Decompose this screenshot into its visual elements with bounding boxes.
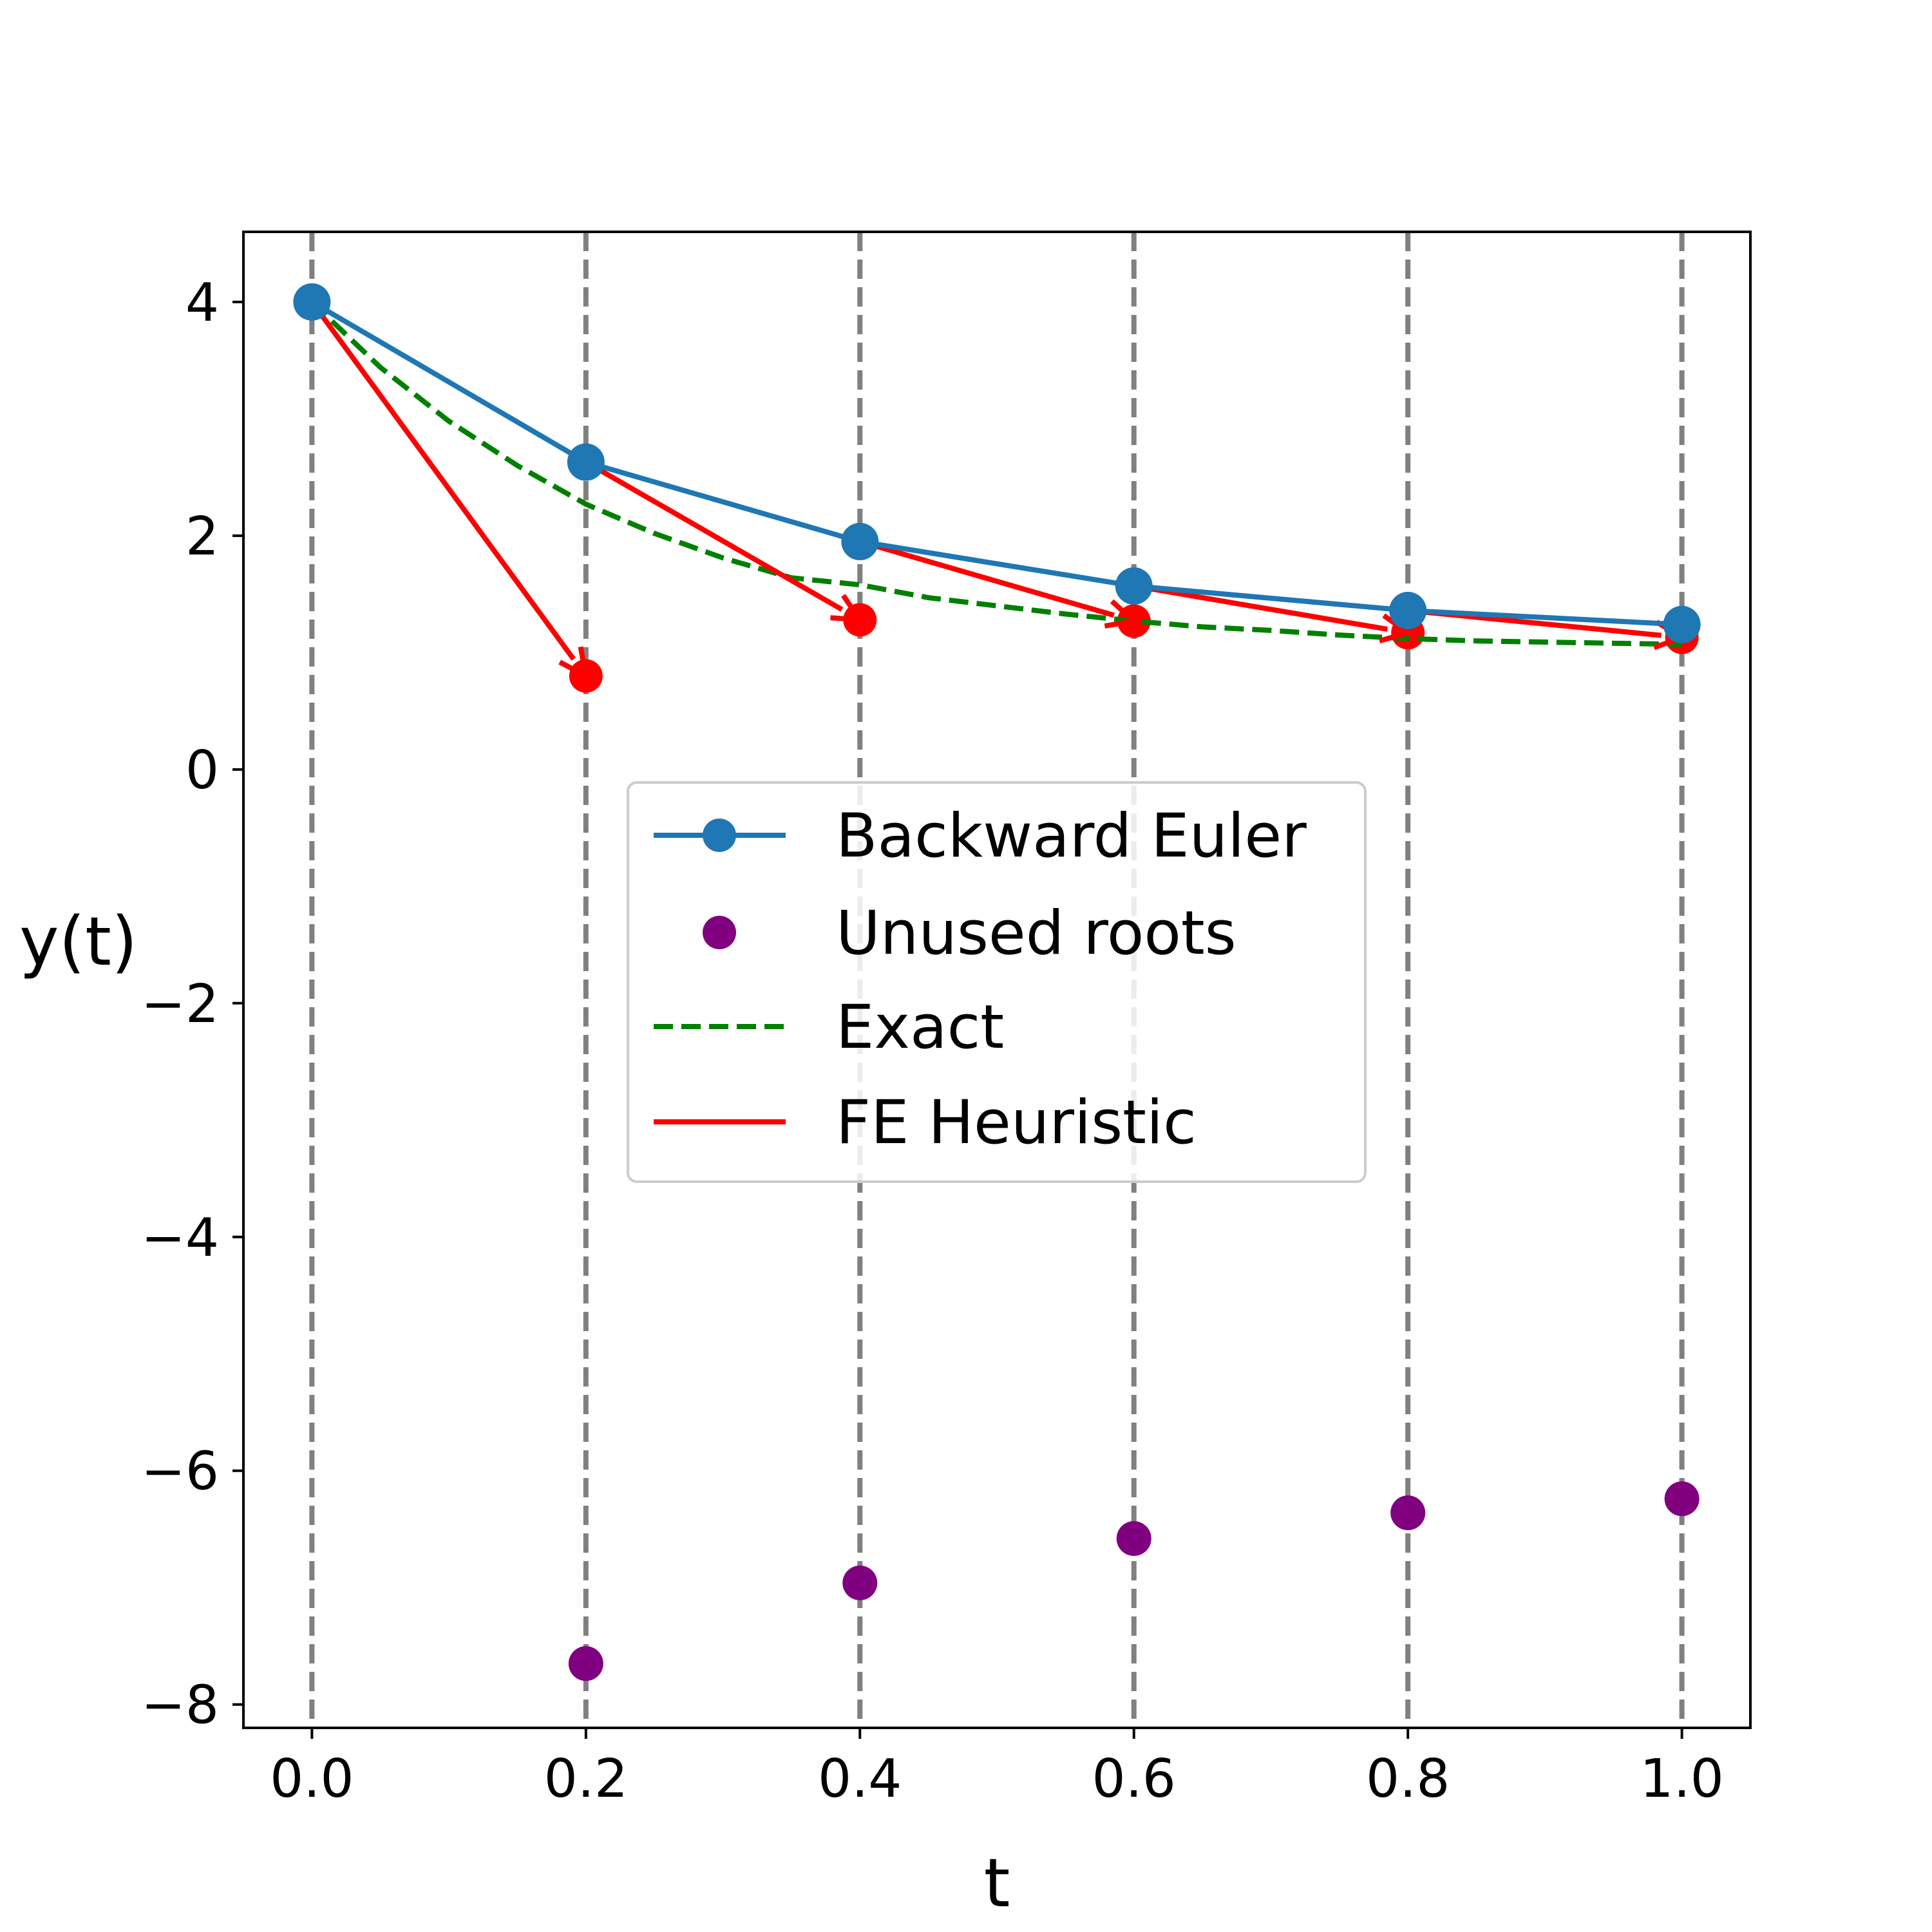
backward-euler-point-1 bbox=[567, 443, 605, 481]
legend: Backward Euler Unused roots Exact FE Heu… bbox=[627, 781, 1367, 1183]
x-tick-label-4: 0.8 bbox=[1366, 1748, 1450, 1810]
legend-entry-exact: Exact bbox=[654, 992, 1004, 1063]
x-axis-ticks: 0.0 0.2 0.4 0.6 0.8 1.0 bbox=[270, 1728, 1724, 1810]
x-tick-label-3: 0.6 bbox=[1092, 1748, 1176, 1810]
y-axis-ticks: −8 −6 −4 −2 0 2 4 bbox=[141, 272, 243, 1736]
legend-label-backward-euler: Backward Euler bbox=[836, 801, 1307, 871]
unused-root-point-4 bbox=[1664, 1481, 1700, 1517]
legend-marker-unused-roots bbox=[703, 916, 736, 949]
legend-entry-backward-euler: Backward Euler bbox=[654, 801, 1307, 871]
fe-heuristic-arrowhead-1 bbox=[830, 594, 866, 623]
x-axis-title: t bbox=[984, 1844, 1010, 1922]
fe-heuristic-arrowhead-3 bbox=[1378, 613, 1414, 644]
y-tick-label-3: −2 bbox=[141, 974, 219, 1035]
y-axis-title: y(t) bbox=[19, 902, 137, 981]
legend-label-exact: Exact bbox=[836, 992, 1004, 1063]
unused-root-point-3 bbox=[1390, 1495, 1426, 1531]
backward-euler-point-0 bbox=[293, 283, 331, 321]
x-tick-label-5: 1.0 bbox=[1640, 1748, 1723, 1810]
unused-root-point-0 bbox=[568, 1646, 603, 1681]
legend-marker-backward-euler bbox=[703, 819, 736, 852]
legend-entry-fe-heuristic: FE Heuristic bbox=[654, 1088, 1197, 1158]
series-layer bbox=[293, 283, 1701, 1681]
legend-entry-unused-roots: Unused roots bbox=[703, 898, 1236, 969]
y-tick-label-6: 4 bbox=[185, 272, 219, 334]
fe-heuristic-arrow-2 bbox=[859, 539, 1115, 618]
x-tick-label-1: 0.2 bbox=[544, 1748, 628, 1810]
y-tick-label-2: −4 bbox=[141, 1208, 219, 1269]
legend-label-fe-heuristic: FE Heuristic bbox=[836, 1088, 1197, 1158]
backward-euler-point-5 bbox=[1663, 605, 1701, 643]
x-tick-label-2: 0.4 bbox=[818, 1748, 902, 1810]
backward-euler-point-3 bbox=[1115, 567, 1153, 605]
y-tick-label-4: 0 bbox=[185, 740, 219, 801]
y-tick-label-5: 2 bbox=[185, 506, 219, 567]
y-tick-label-1: −6 bbox=[141, 1441, 219, 1502]
plot-frame bbox=[242, 231, 1752, 1729]
exact-curve bbox=[310, 299, 1682, 647]
backward-euler-point-2 bbox=[841, 522, 879, 560]
y-tick-label-0: −8 bbox=[141, 1675, 219, 1736]
unused-root-point-1 bbox=[842, 1565, 878, 1600]
fe-heuristic-arrow-3 bbox=[1133, 583, 1388, 632]
x-tick-label-0: 0.0 bbox=[270, 1748, 354, 1810]
legend-box bbox=[627, 781, 1367, 1183]
fe-heuristic-arrow-0 bbox=[310, 300, 576, 661]
fe-heuristic-arrow-1 bbox=[584, 460, 844, 612]
legend-label-unused-roots: Unused roots bbox=[836, 898, 1236, 969]
backward-euler-line bbox=[310, 299, 1682, 627]
unused-root-point-2 bbox=[1116, 1520, 1151, 1556]
backward-euler-point-4 bbox=[1389, 592, 1427, 630]
fe-heuristic-arrowhead-0 bbox=[558, 646, 590, 681]
fe-heuristic-arrowhead-2 bbox=[1104, 599, 1140, 629]
